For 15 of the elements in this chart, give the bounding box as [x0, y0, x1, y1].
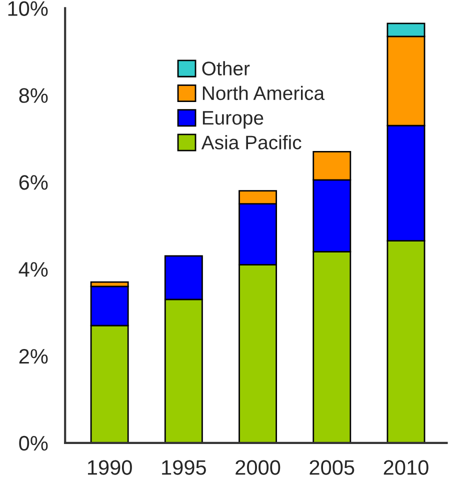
y-tick-label: 8%	[19, 88, 48, 103]
x-tick-label: 1990	[88, 460, 132, 475]
y-tick-label: 2%	[19, 348, 48, 364]
x-tick-label: 2000	[236, 460, 280, 475]
y-tick-label: 6%	[19, 175, 48, 190]
legend-label: Other	[202, 61, 250, 76]
x-tick-label: 1995	[162, 460, 206, 475]
y-tick-label: 4%	[18, 262, 48, 277]
legend-label: North America	[202, 86, 325, 100]
x-tick-label: 2010	[384, 460, 428, 475]
legend-label: Asia Pacific	[201, 135, 302, 150]
y-tick-label: 10%	[8, 1, 48, 16]
y-tick-label: 0%	[19, 436, 48, 451]
x-tick-label: 2005	[310, 460, 354, 475]
legend-label: Europe	[202, 111, 264, 129]
